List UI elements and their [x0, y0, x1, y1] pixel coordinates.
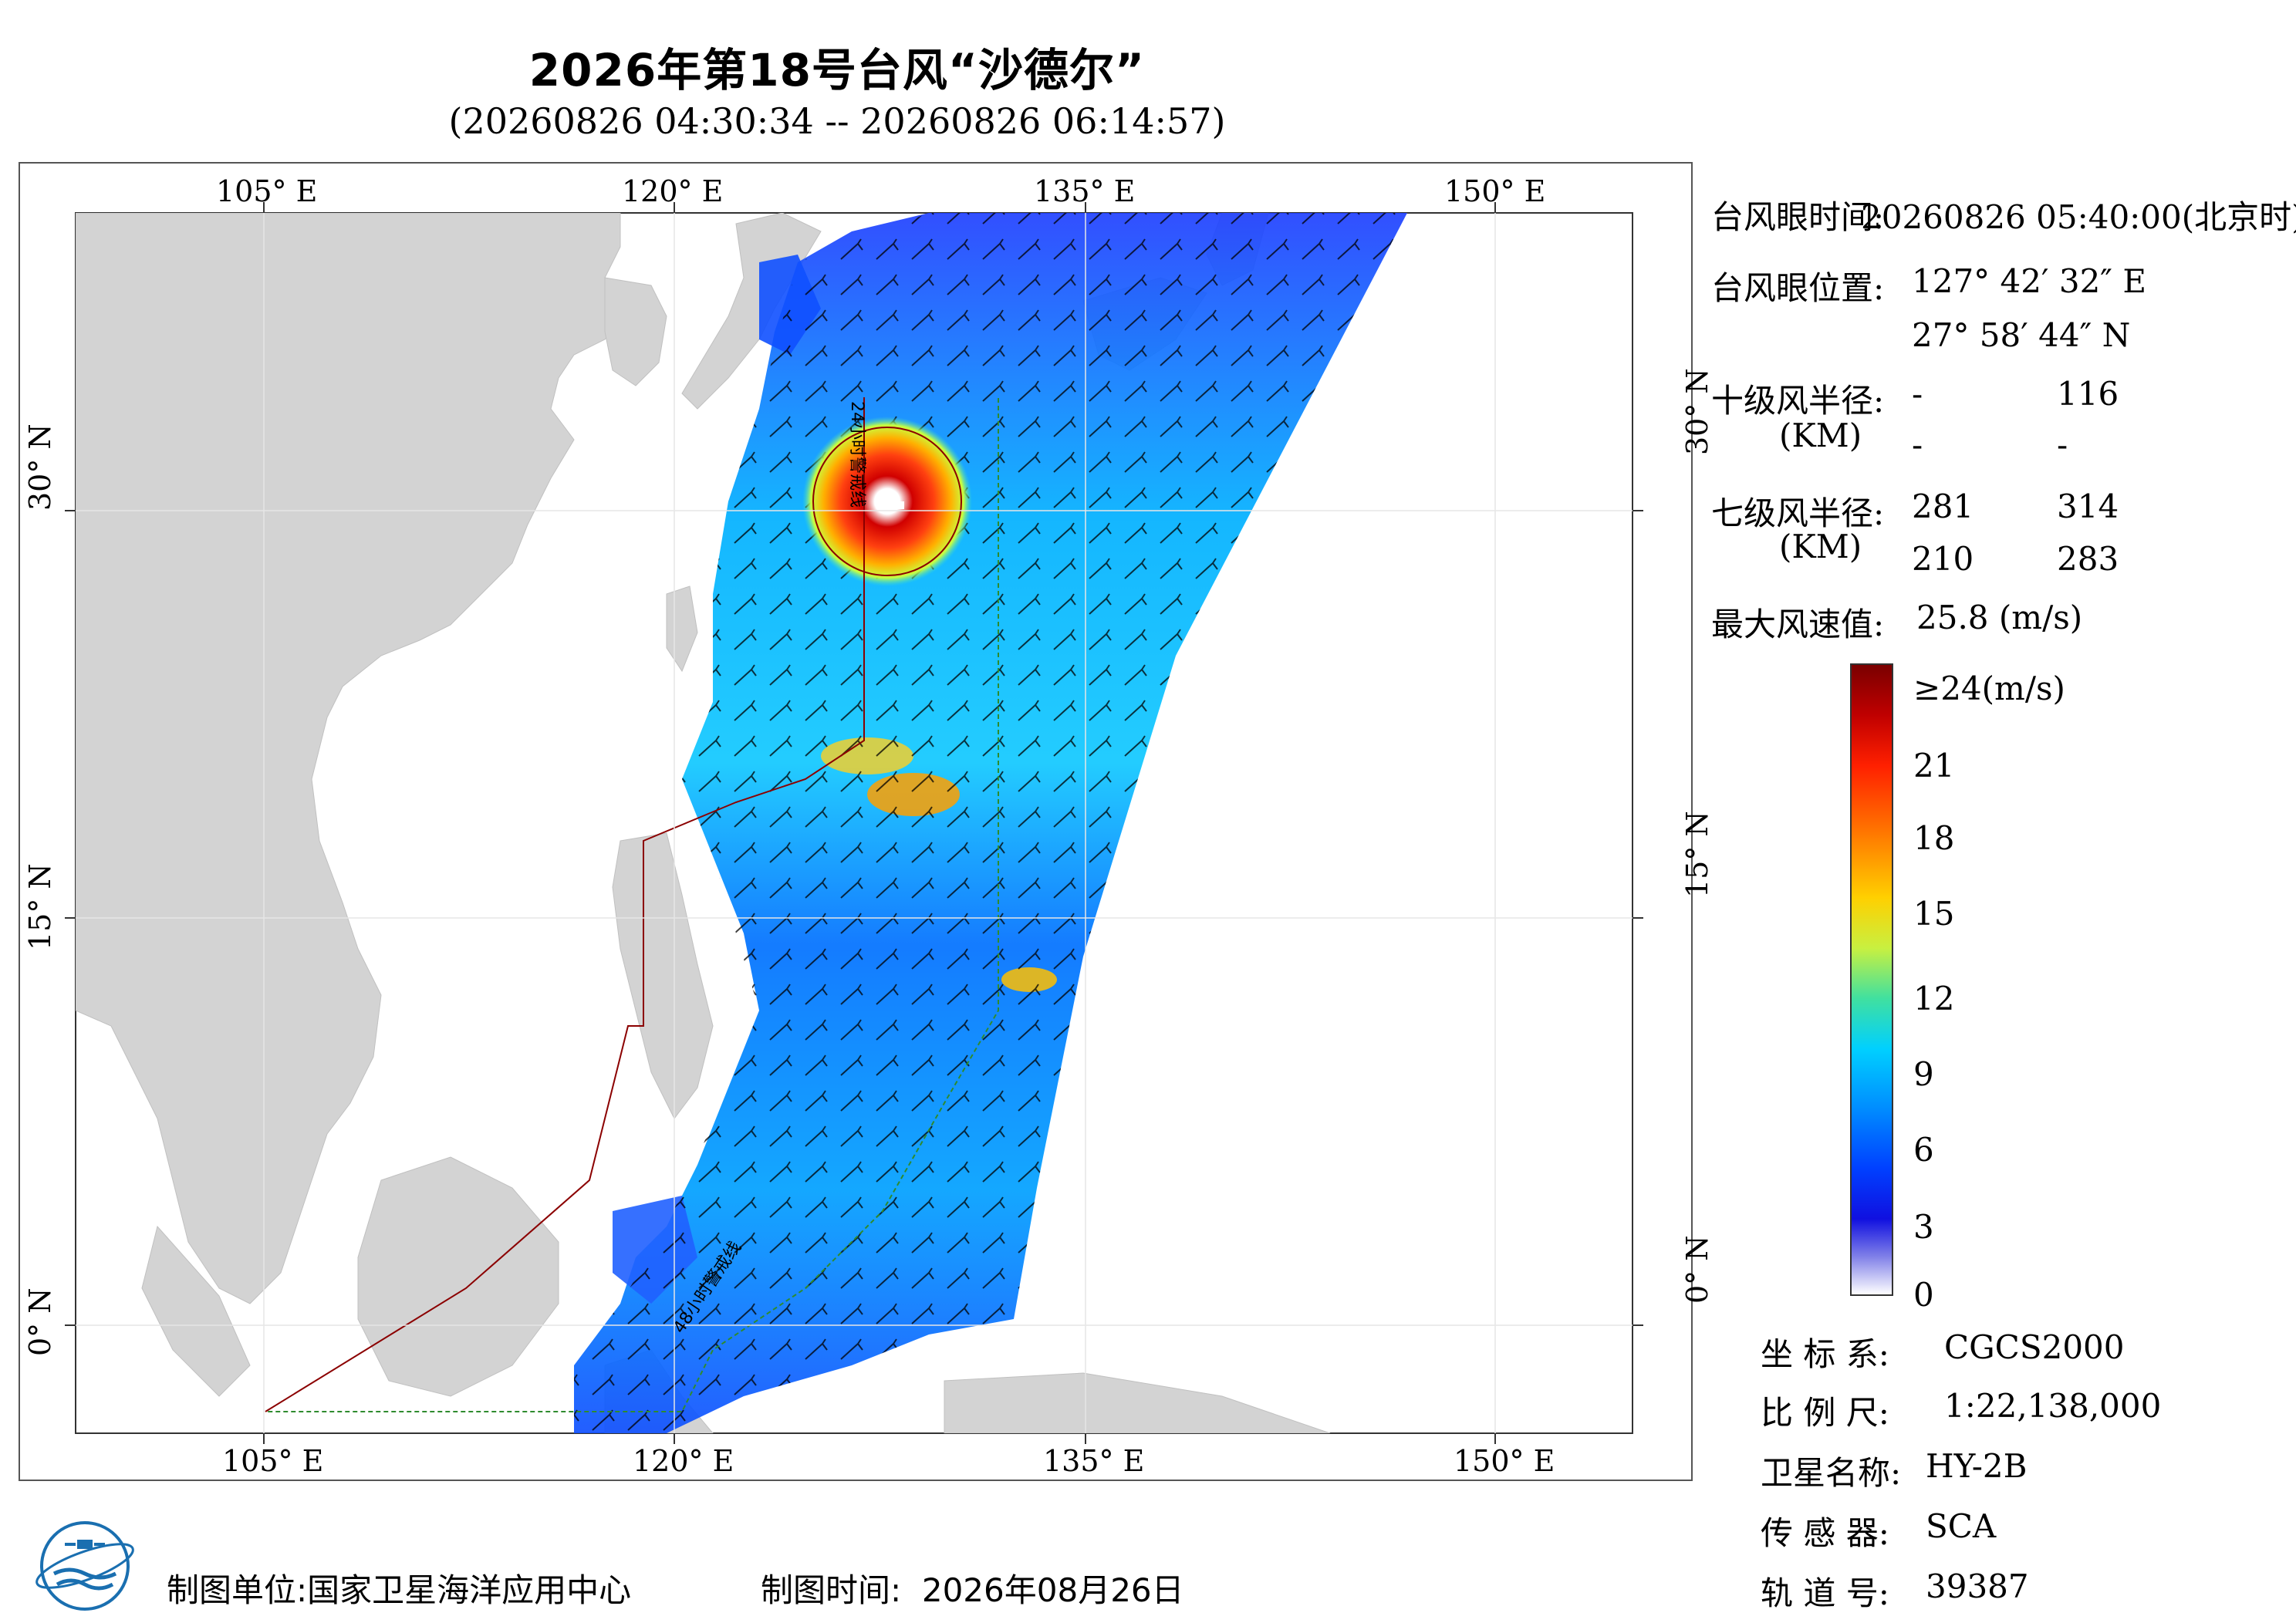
max-wind-label: 最大风速值:: [1711, 606, 1885, 643]
lon-tick-top-135: 135° E: [1034, 174, 1136, 208]
colorbar-label-9: 9: [1913, 1055, 1934, 1093]
r7-value-se: 314: [2057, 488, 2119, 525]
footer-org-label: 制图单位:: [167, 1571, 308, 1609]
lon-tick-bottom-105: 105° E: [222, 1444, 324, 1478]
lon-tick-bottom-135: 135° E: [1043, 1444, 1145, 1478]
new-guinea: [944, 1372, 1331, 1433]
r7-unit: (KM): [1779, 528, 1862, 565]
lon-tick-top-150: 150° E: [1444, 174, 1546, 208]
time-range-subtitle: (20260826 04:30:34 -- 20260826 06:14:57): [448, 100, 1226, 142]
r10-value-se: 116: [2057, 375, 2119, 413]
lon-tick-top-105: 105° E: [216, 174, 318, 208]
lat-tick-left-30: 30° N: [23, 423, 57, 511]
r7-value-nw: 283: [2057, 540, 2119, 578]
lat-tick-right-15: 15° N: [1680, 811, 1714, 898]
colorbar-label-18: 18: [1913, 819, 1955, 857]
philippines: [612, 832, 714, 1119]
r10-value-nw: -: [2057, 426, 2068, 464]
eye-time-label: 台风眼时间:: [1711, 198, 1885, 236]
colorbar-label-12: 12: [1913, 980, 1955, 1017]
colorbar-label-top: ≥24(m/s): [1913, 670, 2065, 707]
lat-tick-right-0: 0° N: [1680, 1235, 1714, 1304]
graticule: [76, 213, 1633, 1433]
r7-wind-radius-circle: [812, 427, 962, 576]
eye-longitude: 127° 42′ 32″ E: [1912, 262, 2146, 300]
eye-time-value: 20260826 05:40:00(北京时): [1861, 198, 2296, 236]
warning-label-24h: 24小时警戒线: [847, 401, 866, 508]
lon-tick-bottom-150: 150° E: [1454, 1444, 1555, 1478]
scale-label: 比 例 尺:: [1761, 1394, 1889, 1432]
tick-marks: [65, 202, 1643, 1444]
lon-tick-top-120: 120° E: [622, 174, 724, 208]
warning-line-24h: [265, 397, 865, 1412]
scale-value: 1:22,138,000: [1944, 1387, 2162, 1425]
colorbar-label-21: 21: [1913, 747, 1955, 785]
max-wind-value: 25.8 (m/s): [1916, 599, 2083, 636]
borneo: [357, 1156, 559, 1397]
r10-unit: (KM): [1779, 417, 1862, 454]
colorbar-label-6: 6: [1913, 1131, 1934, 1169]
sensor-value: SCA: [1926, 1507, 1997, 1545]
coord-system-label: 坐 标 系:: [1761, 1335, 1889, 1373]
r7-label: 七级风半径:: [1711, 494, 1885, 532]
r7-value-sw: 210: [1912, 540, 1974, 578]
eye-position-label: 台风眼位置:: [1711, 269, 1885, 307]
lat-tick-left-0: 0° N: [23, 1287, 57, 1356]
wind-speed-colorbar: [1850, 663, 1893, 1296]
footer-time: 制图时间: 2026年08月26日: [761, 1564, 1184, 1611]
wind-field-map: 24小时警戒线 48小时警戒线: [65, 202, 1643, 1444]
sensor-label: 传 感 器:: [1761, 1514, 1889, 1552]
colorbar-label-15: 15: [1913, 895, 1955, 933]
satellite-label: 卫星名称:: [1761, 1454, 1902, 1492]
footer-org-value: 国家卫星海洋应用中心: [307, 1571, 632, 1609]
r10-label: 十级风半径:: [1711, 382, 1885, 420]
colorbar-label-3: 3: [1913, 1208, 1934, 1246]
coord-system-value: CGCS2000: [1944, 1328, 2125, 1366]
map-title: 2026年第18号台风“沙德尔”: [528, 44, 1146, 96]
satellite-value: HY-2B: [1926, 1447, 2028, 1485]
lat-tick-left-15: 15° N: [23, 863, 57, 950]
footer-time-value: 2026年08月26日: [921, 1571, 1184, 1609]
asian-mainland: [76, 213, 636, 1304]
colorbar-label-0: 0: [1913, 1276, 1934, 1314]
korea: [604, 277, 667, 386]
r10-value-sw: -: [1912, 426, 1923, 464]
r10-value-ne: -: [1912, 375, 1923, 413]
malay-peninsula: [141, 1225, 251, 1397]
footer-time-label: 制图时间:: [761, 1571, 902, 1609]
map-frame: [19, 162, 1693, 1481]
nsoas-logo: [35, 1521, 134, 1611]
wind-barbs: [574, 213, 1407, 1433]
eye-latitude: 27° 58′ 44″ N: [1912, 316, 2131, 354]
footer-org: 制图单位:国家卫星海洋应用中心: [167, 1564, 631, 1611]
warning-line-48h: [265, 398, 999, 1412]
orbit-label: 轨 道 号:: [1761, 1574, 1889, 1612]
lat-tick-right-30: 30° N: [1680, 368, 1714, 455]
typhoon-eye: [883, 501, 904, 509]
r7-value-ne: 281: [1912, 488, 1974, 525]
orbit-value: 39387: [1926, 1567, 2029, 1605]
lon-tick-bottom-120: 120° E: [633, 1444, 734, 1478]
